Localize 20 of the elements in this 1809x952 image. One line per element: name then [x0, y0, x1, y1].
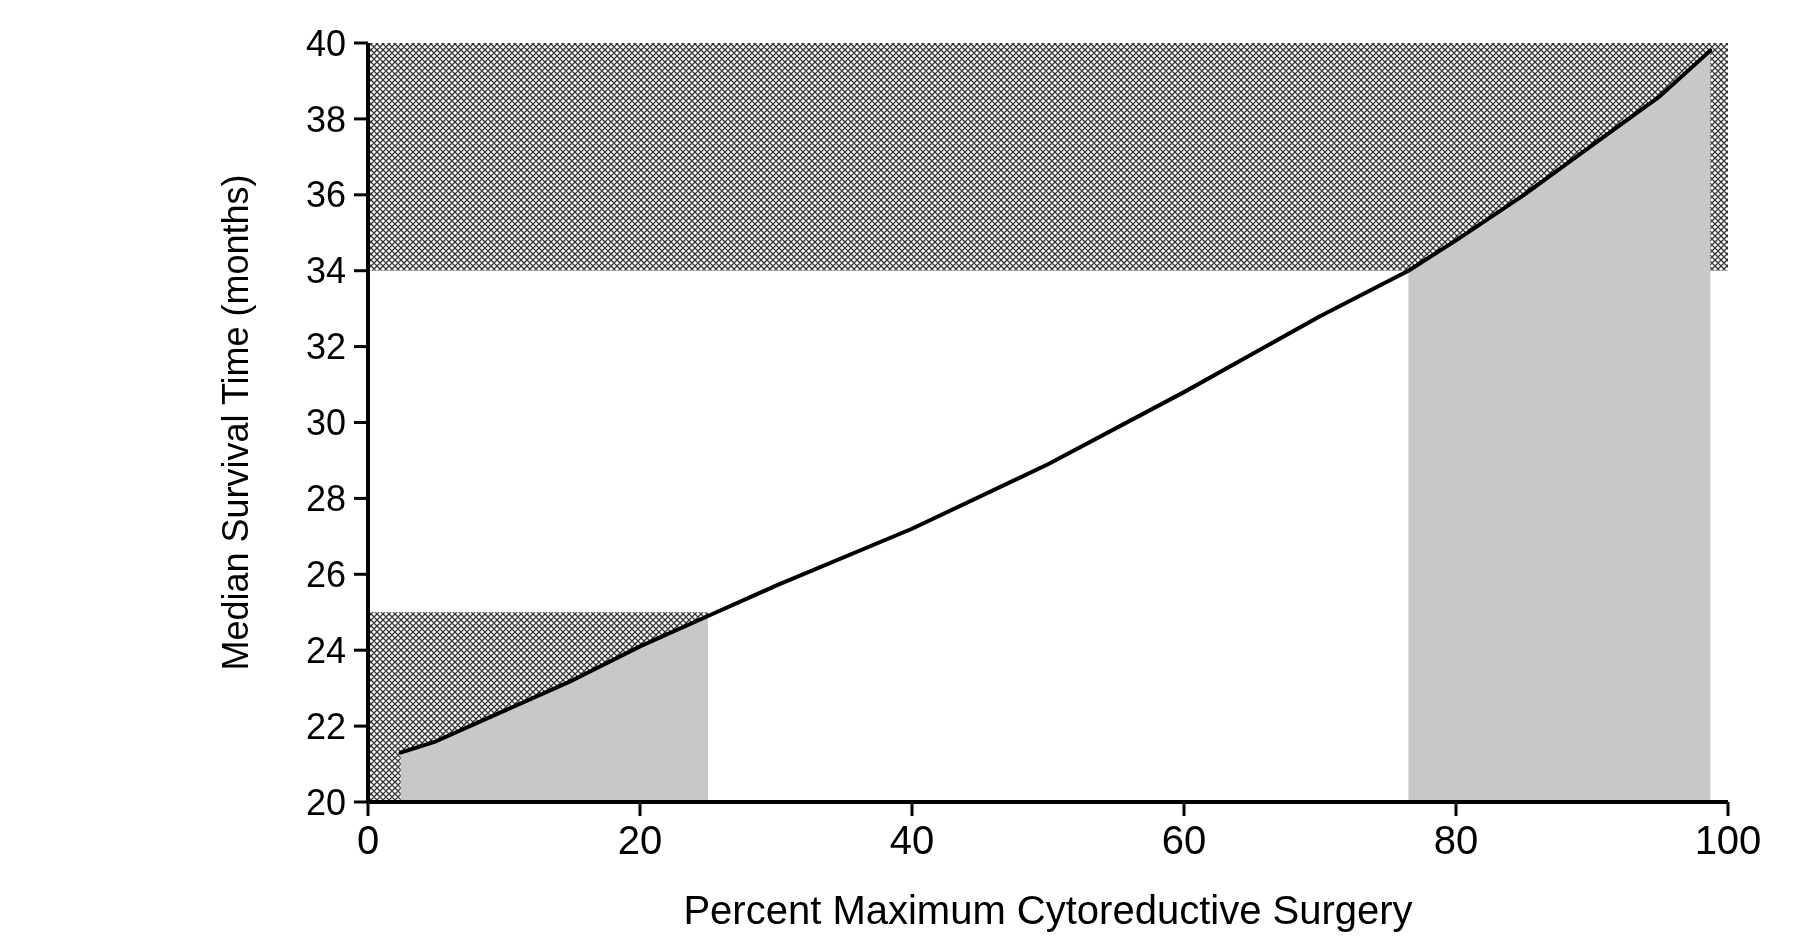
- x-tick-label: 0: [356, 818, 380, 862]
- x-tick-label: 80: [1433, 818, 1479, 862]
- y-tick-label: 38: [305, 98, 346, 140]
- y-tick-label: 30: [305, 402, 346, 444]
- x-tick-label: 100: [1694, 818, 1762, 862]
- x-tick-label: 60: [1161, 818, 1207, 862]
- y-tick-label: 32: [305, 326, 346, 368]
- x-axis-title: Percent Maximum Cytoreductive Surgery: [683, 888, 1413, 932]
- y-tick-label: 24: [305, 629, 346, 671]
- line-series: [398, 48, 1713, 755]
- x-tick-label: 40: [889, 818, 935, 862]
- x-tick-label: 20: [617, 818, 663, 862]
- y-tick-label: 40: [305, 22, 346, 64]
- y-tick-label: 20: [305, 781, 346, 823]
- y-tick-label: 26: [305, 553, 346, 595]
- y-tick-label: 22: [305, 705, 346, 747]
- y-tick-label: 28: [305, 478, 346, 519]
- y-axis-title: Median Survival Time (months): [215, 174, 256, 671]
- y-tick-label: 34: [305, 250, 346, 292]
- y-tick-label: 36: [305, 174, 346, 216]
